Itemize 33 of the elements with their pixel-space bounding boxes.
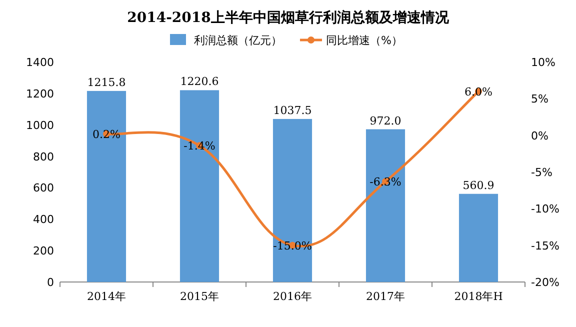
x-tick-label: 2018年H: [454, 290, 503, 303]
bar: [86, 90, 126, 282]
x-tick-label: 2016年: [273, 290, 312, 303]
y-tick-label: 400: [33, 213, 54, 226]
x-tick-label: 2015年: [180, 290, 219, 303]
data-label: 1037.5: [273, 104, 312, 117]
y2-tick-label: -5%: [531, 166, 552, 179]
y-tick-label: 800: [33, 150, 54, 164]
y2-tick-label: 0%: [531, 129, 548, 142]
x-tick-label: 2017年: [366, 290, 405, 303]
data-label: 1220.6: [180, 75, 219, 88]
chart-title: 2014-2018上半年中国烟草行利润总额及增速情况: [127, 9, 450, 26]
y-tick-label: 1200: [26, 87, 54, 100]
bar: [366, 129, 406, 282]
y2-tick-label: -15%: [531, 239, 560, 252]
data-label: 972.0: [370, 114, 402, 128]
y-tick-label: 1000: [26, 118, 54, 132]
legend-label: 利润总额（亿元）: [194, 34, 282, 47]
y2-tick-label: -20%: [531, 276, 560, 289]
y-tick-label: 200: [33, 244, 54, 258]
data-label: 560.9: [462, 178, 494, 192]
bar: [180, 90, 220, 282]
y2-tick-label: -10%: [531, 202, 560, 216]
data-label: 1215.8: [87, 76, 126, 89]
y2-tick-label: 5%: [531, 92, 548, 106]
legend-label: 同比增速（%）: [326, 34, 402, 47]
y-tick-label: 0: [47, 276, 54, 289]
bar: [272, 118, 312, 282]
y-tick-label: 600: [33, 182, 54, 195]
y-tick-label: 1400: [26, 56, 54, 69]
x-tick-label: 2014年: [87, 290, 126, 303]
y2-tick-label: 10%: [531, 56, 556, 69]
bar: [458, 194, 498, 282]
